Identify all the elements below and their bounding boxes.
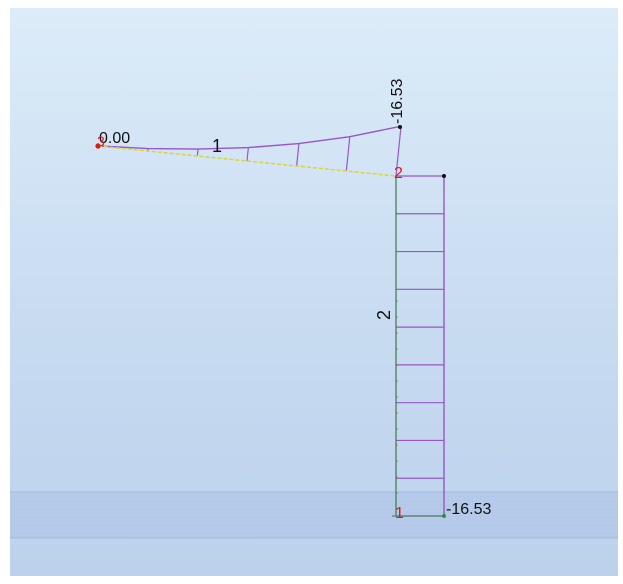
node-1-label: 1 <box>395 505 404 522</box>
structure-diagram: 0.00 3 1 -16.53 2 2 1 -16.53 <box>10 79 618 539</box>
beam-diagram-curve <box>97 125 402 150</box>
beam-diagram-ordinate <box>395 126 402 177</box>
node-3-label: 3 <box>97 133 105 149</box>
beam-diagram-ordinate <box>246 147 249 162</box>
column-base-value-label: -16.53 <box>446 501 491 518</box>
ground-hatch <box>10 492 618 538</box>
column-moment-diagram <box>396 175 445 517</box>
structure-viewport[interactable]: 0.00 3 1 -16.53 2 2 1 -16.53 <box>10 8 618 576</box>
beam-diagram-ordinate <box>345 136 351 172</box>
member-1-label: 1 <box>212 136 222 156</box>
node-3-marker[interactable] <box>95 143 101 149</box>
beam-diagram-end-point <box>398 125 402 129</box>
node-2-label: 2 <box>394 165 403 182</box>
column-diagram-top-point <box>442 174 446 178</box>
beam-diagram-ordinate <box>196 148 199 157</box>
beam-start-value-label: 0.00 <box>99 130 130 147</box>
beam-end-value-label: -16.53 <box>389 79 406 124</box>
member-2-label: 2 <box>374 310 394 320</box>
beam-member[interactable] <box>97 145 397 177</box>
beam-diagram-ordinate <box>296 143 300 167</box>
